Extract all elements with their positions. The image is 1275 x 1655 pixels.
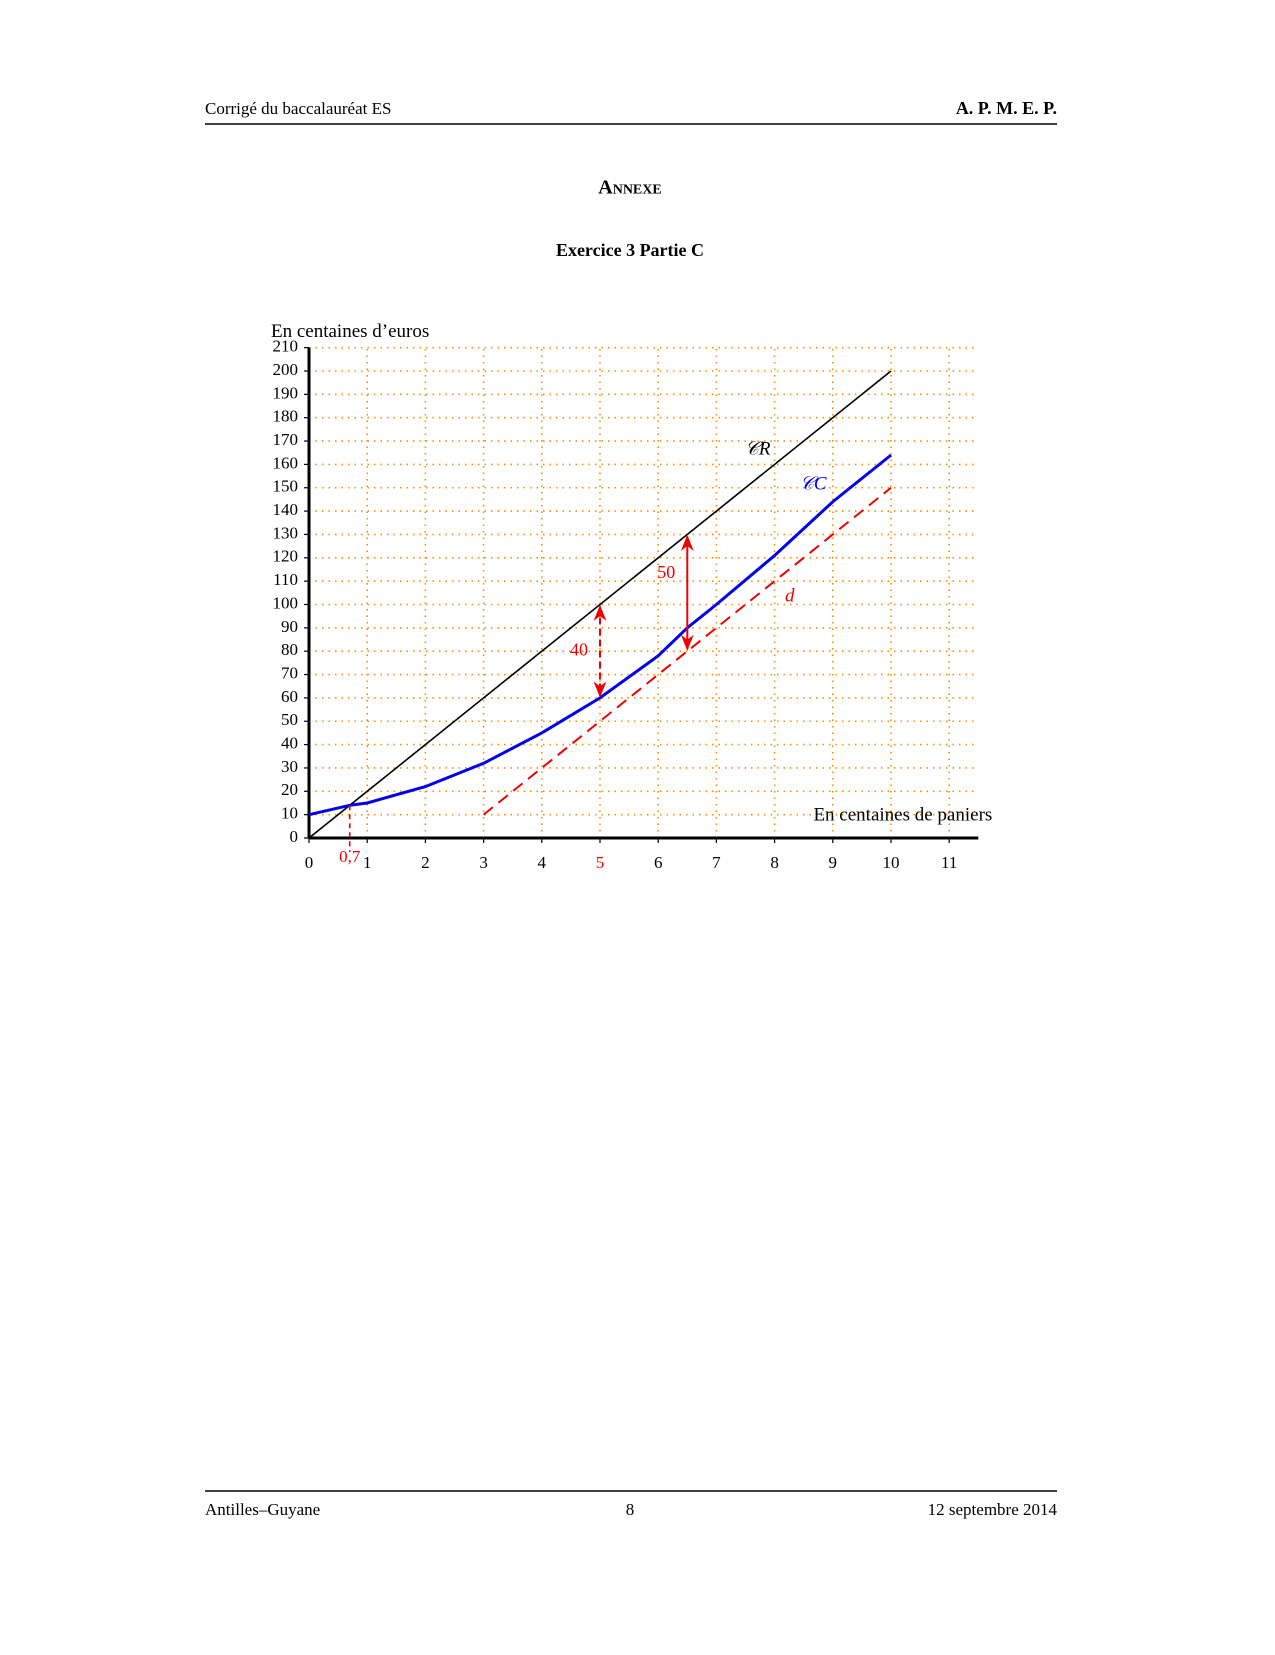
y-tick-label: 210	[273, 337, 299, 356]
y-tick-label: 20	[281, 780, 298, 799]
y-tick-label: 140	[273, 500, 299, 519]
x-tick-label: 3	[479, 853, 488, 872]
y-tick-label: 180	[273, 407, 299, 426]
y-tick-label: 200	[273, 360, 299, 379]
y-axis-title: En centaines d’euros	[271, 321, 429, 342]
x-tick-label: 10	[883, 853, 900, 872]
x-tick-label: 8	[770, 853, 779, 872]
x-tick-label: 1	[363, 853, 372, 872]
footer-right: 12 septembre 2014	[928, 1500, 1058, 1519]
x-tick-label: 7	[712, 853, 721, 872]
y-tick-label: 10	[281, 804, 298, 823]
header-right: A. P. M. E. P.	[956, 98, 1057, 118]
y-tick-label: 130	[273, 523, 299, 542]
x-tick-label: 5	[596, 853, 605, 872]
page-number: 8	[626, 1500, 635, 1519]
x-tick-label: 9	[829, 853, 838, 872]
series-line	[308, 370, 892, 839]
y-tick-label: 0	[290, 827, 299, 846]
y-tick-label: 40	[281, 734, 298, 753]
y-tick-label: 160	[273, 453, 299, 472]
y-tick-label: 80	[281, 640, 298, 659]
gap-label: 50	[657, 562, 675, 582]
series-line	[308, 453, 892, 817]
x-tick-label: 2	[421, 853, 430, 872]
gap-label: 40	[570, 639, 588, 659]
y-tick-label: 120	[273, 547, 299, 566]
footer-left: Antilles–Guyane	[205, 1500, 320, 1519]
y-tick-label: 70	[281, 663, 298, 682]
y-tick-label: 170	[273, 430, 299, 449]
series-label: 𝒞R	[745, 438, 771, 459]
y-tick-label: 90	[281, 617, 298, 636]
y-tick-label: 150	[273, 477, 299, 496]
y-tick-label: 110	[273, 570, 298, 589]
series-label: 𝒞C	[800, 473, 827, 494]
x-axis-title: En centaines de paniers	[813, 804, 992, 825]
series-line	[482, 486, 892, 816]
y-tick-label: 100	[273, 593, 299, 612]
x-tick-label: 11	[941, 853, 957, 872]
y-tick-label: 30	[281, 757, 298, 776]
y-tick-label: 190	[273, 383, 299, 402]
x-tick-label: 4	[538, 853, 547, 872]
subtitle: Exercice 3 Partie C	[556, 240, 704, 260]
series-label: d	[785, 585, 795, 606]
chart: 0102030405060708090100110120130140150160…	[271, 321, 992, 872]
x-tick-label: 6	[654, 853, 663, 872]
y-tick-label: 60	[281, 687, 298, 706]
x-tick-label: 0	[305, 853, 314, 872]
title: Annexe	[598, 177, 661, 199]
header-left: Corrigé du baccalauréat ES	[205, 99, 391, 118]
intersection-label: 0,7	[339, 847, 361, 866]
y-tick-label: 50	[281, 710, 298, 729]
